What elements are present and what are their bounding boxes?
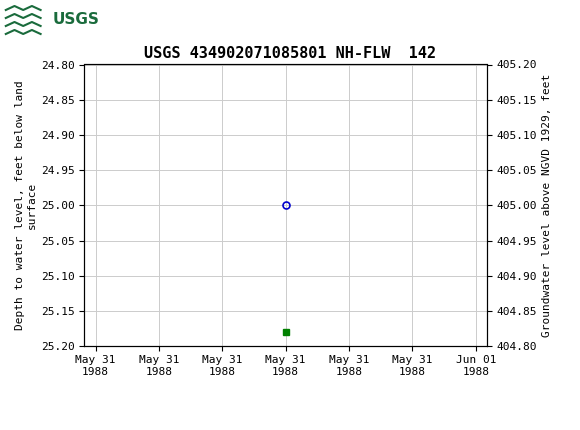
- Y-axis label: Groundwater level above NGVD 1929, feet: Groundwater level above NGVD 1929, feet: [542, 74, 552, 337]
- Text: USGS: USGS: [52, 12, 99, 28]
- Y-axis label: Depth to water level, feet below land
surface: Depth to water level, feet below land su…: [15, 80, 37, 330]
- Text: USGS 434902071085801 NH-FLW  142: USGS 434902071085801 NH-FLW 142: [144, 46, 436, 61]
- Bar: [3, 3, 78, 37]
